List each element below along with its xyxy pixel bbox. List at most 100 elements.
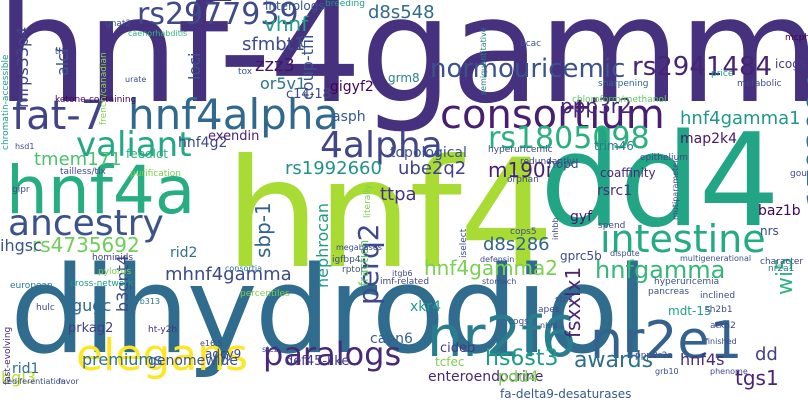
word: percentiles [240,289,290,299]
word: tox [238,67,253,77]
word: rid2 [170,245,198,261]
word: gipr [12,185,30,195]
word: inclined [700,291,736,301]
word: chromatin-accessible [1,54,11,150]
word: grb10 [655,367,679,376]
word: cops5 [510,227,537,237]
word: literally [363,184,373,218]
word: icogs [775,57,807,71]
word: dd4 [540,107,780,256]
word: tailless/tlx [60,167,106,177]
word: sfmbt1 [242,34,306,55]
word: iselect [459,228,469,258]
word: enteroendocrine [428,369,544,385]
word: consortium [440,92,665,138]
word: cideb [440,341,476,356]
word: hyperuricemic [488,145,553,155]
word: tcfec [435,355,465,369]
word: mrps33p4 [13,26,32,108]
word: cross-network [70,279,134,289]
word: urate [125,75,147,84]
word: atxn2 [710,321,736,331]
word: paralogs [263,335,402,373]
word: consortia [225,264,262,273]
word: breeding [325,0,365,9]
word: bgl3 [1,368,36,387]
word: gout [790,169,808,179]
word: epithelium [640,153,688,163]
word: genomewide [148,353,239,369]
word: rsrc1 [597,183,633,199]
word: awards [574,348,654,373]
word: adcy9 [205,347,242,361]
word: mutiparameter [671,159,680,220]
word: zzz3 [255,55,295,76]
word: interologs [265,0,325,13]
word: spend [598,221,626,231]
word: ube2q2 [398,158,467,179]
word: metabolic [737,79,782,89]
word: xkr4 [410,299,442,315]
word: topological [390,145,467,161]
word: valiant [76,125,192,165]
word: trio [55,47,69,56]
word: semiquantitative [479,27,488,95]
word: exendin [208,129,260,144]
word: vhnf [264,12,309,36]
word: d8s286 [483,234,550,255]
word: fat-7 [12,93,107,139]
word: hulc [36,303,55,313]
word: hnf4g2 [178,135,228,151]
word: price [711,69,734,79]
word: nhrs [540,321,558,330]
word: gugc [72,296,112,315]
word: d8s548 [368,2,435,23]
word: capn6 [370,331,413,347]
word: rs2977939 [137,0,299,32]
word: hs6st3 [485,346,559,371]
word: sharpening [598,79,649,89]
word: hnfgamma [595,256,726,284]
word: nr2f6 [427,305,577,370]
word: grm8 [388,71,420,85]
word: apes [538,305,560,315]
word: itgb6 [392,269,413,278]
word: map2k4 [680,131,738,147]
word: mhnf4gamma [165,264,292,285]
word: character [760,257,804,267]
word: hnf4alpha [128,90,340,139]
word: gprc5b [560,249,602,263]
word: loci [185,52,204,80]
word: sh2b1 [705,305,733,315]
word: caenorhabditis [128,29,188,38]
word: chloroform/methanol [572,95,667,105]
word: ancestry [8,203,164,244]
word: e16.5 [200,339,223,348]
word: gnat2 [105,19,132,29]
word: elegans [76,330,249,381]
word: ihgsc [0,236,42,255]
word: hnf4 [225,128,554,302]
word: cogs [508,317,529,327]
word: prkag2 [68,321,114,336]
word: pancreas [648,287,690,297]
word: feedlot [126,147,168,161]
word: normouricemic [430,54,626,84]
word: tgs1 [735,366,779,390]
word: intestine [600,217,766,261]
word: trim46 [594,139,634,153]
word: megabases [336,243,382,252]
word: gigyf2 [330,79,374,95]
word: stc2 [262,345,279,354]
word: m190i [488,158,552,182]
word: imf-related [380,277,430,287]
word: dihydrodiol [10,242,649,381]
word: igfbp4 [332,255,361,265]
word: ttpa [380,184,417,205]
word: hominids [92,253,134,263]
word: multigenerational [680,254,752,263]
word: nr2e1 [590,311,743,371]
word: mcph1 [785,33,808,43]
word: gyf [570,209,593,225]
